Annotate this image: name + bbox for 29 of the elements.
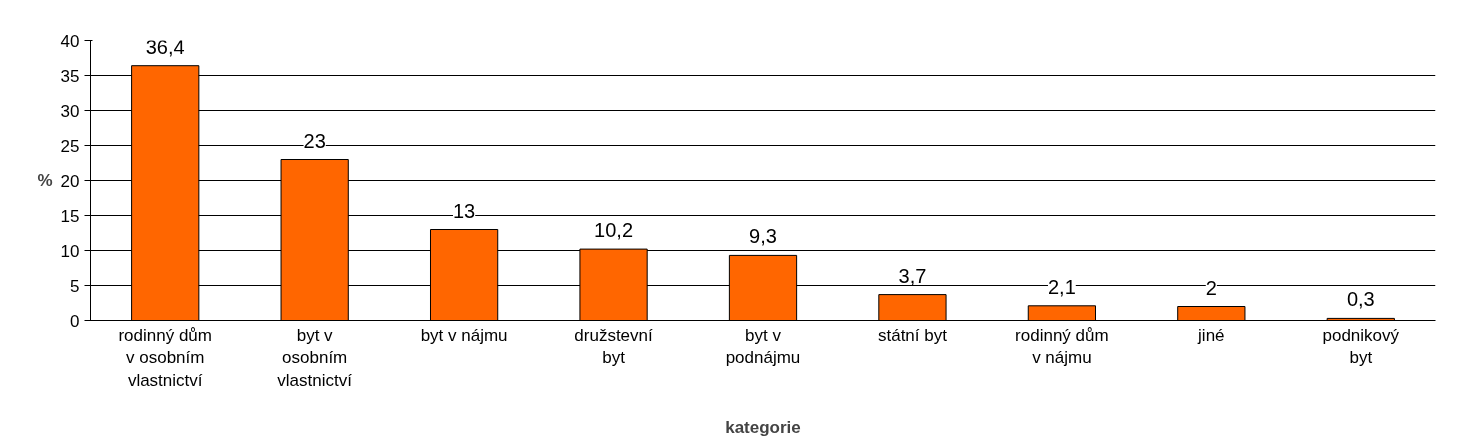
data-label: 13 [452, 199, 476, 222]
y-tick-label: 15 [60, 206, 80, 226]
x-tick-label: byt v osobním vlastnictví [277, 325, 353, 391]
data-label: 9,3 [749, 225, 777, 248]
data-label: 10,2 [594, 219, 634, 242]
y-axis-title: % [37, 171, 53, 190]
data-label: 36,4 [145, 35, 185, 58]
y-tick-label: 5 [70, 276, 80, 296]
y-tick-label: 20 [60, 171, 80, 191]
y-tick-label: 25 [60, 136, 80, 156]
x-axis-title: kategorie [725, 418, 801, 438]
data-label: 2,1 [1047, 275, 1076, 298]
y-tick-label: 0 [70, 311, 80, 331]
y-tick-label: 40 [60, 31, 80, 51]
data-label: 3,7 [898, 264, 927, 287]
x-tick-label: družstevní byt [574, 325, 654, 368]
data-label: 2 [1205, 276, 1217, 299]
data-label: 0,3 [1346, 288, 1375, 311]
x-tick-label: podnikový byt [1322, 325, 1400, 368]
x-tick-label: byt v nájmu [420, 325, 508, 345]
y-tick-label: 30 [60, 101, 80, 121]
data-label: 23 [303, 129, 326, 152]
y-tick-label: 35 [60, 66, 80, 86]
y-tick-label: 10 [60, 241, 80, 261]
x-tick-label: jiné [1197, 325, 1225, 345]
x-tick-label: rodinný dům v osobním vlastnictví [118, 325, 213, 391]
x-tick-label: státní byt [877, 325, 948, 345]
x-tick-label: rodinný dům v nájmu [1015, 325, 1109, 368]
x-tick-label: byt v podnájmu [725, 325, 801, 368]
